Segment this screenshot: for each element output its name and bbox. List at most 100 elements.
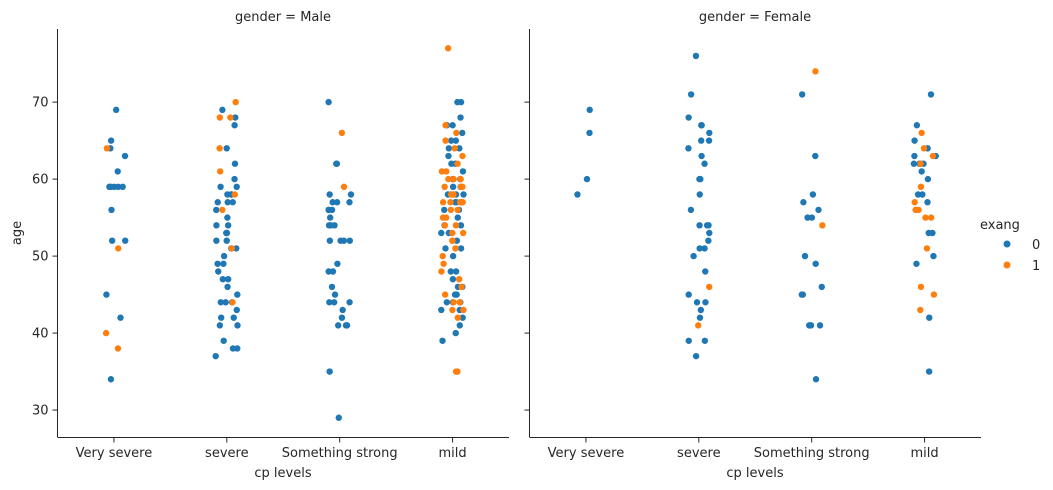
point-female-exang-0	[913, 260, 920, 267]
points-female	[574, 52, 939, 383]
point-male-exang-0	[328, 283, 336, 291]
y-tick-label: 70	[32, 96, 49, 111]
point-female-exang-0	[804, 214, 811, 221]
point-female-exang-0	[812, 260, 819, 267]
point-male-exang-0	[449, 275, 457, 283]
point-female-exang-0	[692, 352, 700, 360]
point-female-exang-0	[696, 314, 704, 321]
point-male-exang-0	[212, 352, 219, 360]
point-female-exang-0	[692, 52, 700, 60]
point-female-exang-0	[698, 122, 705, 129]
point-male-exang-1	[115, 245, 122, 252]
point-female-exang-0	[687, 91, 695, 98]
x-tick-label: mild	[438, 446, 466, 461]
point-male-exang-0	[220, 337, 227, 344]
point-female-exang-0	[696, 175, 703, 183]
point-male-exang-0	[217, 183, 224, 191]
point-male-exang-0	[339, 306, 346, 314]
point-male-exang-0	[229, 199, 236, 206]
point-female-exang-0	[930, 252, 937, 260]
point-male-exang-0	[213, 206, 220, 214]
point-male-exang-0	[460, 191, 467, 198]
point-male-exang-0	[224, 214, 231, 221]
point-male-exang-1	[450, 175, 457, 183]
point-male-exang-0	[459, 314, 466, 321]
point-female-exang-1	[917, 306, 924, 314]
point-male-exang-1	[459, 183, 466, 191]
point-male-exang-1	[441, 222, 449, 229]
point-male-exang-0	[122, 237, 129, 244]
point-male-exang-0	[230, 314, 237, 321]
point-male-exang-1	[460, 306, 467, 314]
point-male-exang-0	[224, 199, 231, 206]
point-female-exang-0	[910, 160, 918, 167]
point-female-exang-0	[690, 252, 697, 260]
point-male-exang-0	[438, 306, 445, 314]
point-female-exang-1	[929, 152, 937, 160]
point-female-exang-0	[800, 199, 807, 206]
point-female-exang-1	[918, 129, 925, 137]
point-male-exang-1	[229, 299, 236, 306]
point-female-exang-1	[922, 214, 929, 221]
point-male-exang-0	[219, 106, 226, 114]
point-male-exang-1	[453, 129, 460, 137]
point-male-exang-0	[325, 98, 332, 106]
x-tick-label: Something strong	[282, 446, 398, 461]
point-male-exang-1	[452, 245, 459, 252]
point-male-exang-1	[450, 299, 457, 306]
point-male-exang-0	[214, 260, 221, 267]
point-male-exang-0	[452, 268, 460, 275]
y-tick-label: 50	[32, 250, 49, 265]
point-female-exang-0	[815, 206, 822, 214]
point-male-exang-0	[442, 245, 449, 252]
point-male-exang-1	[441, 183, 448, 191]
points-male	[102, 45, 467, 421]
point-male-exang-0	[347, 191, 355, 198]
panel-title-female: gender = Female	[699, 10, 811, 25]
point-male-exang-0	[333, 160, 340, 167]
panel-female: gender = Female Very severe severe Somethi…	[524, 10, 981, 481]
point-male-exang-0	[233, 183, 240, 191]
x-axis-label-female: cp levels	[726, 466, 783, 481]
point-male-exang-1	[447, 191, 455, 198]
point-male-exang-0	[447, 268, 454, 275]
point-male-exang-1	[442, 122, 449, 129]
point-male-exang-1	[445, 175, 452, 183]
point-male-exang-0	[331, 291, 339, 298]
point-female-exang-0	[705, 237, 712, 244]
point-male-exang-1	[338, 129, 346, 137]
point-female-exang-0	[913, 122, 921, 129]
point-male-exang-0	[330, 299, 338, 306]
point-male-exang-1	[438, 268, 445, 275]
point-male-exang-0	[329, 268, 337, 275]
point-female-exang-1	[917, 183, 925, 191]
point-male-exang-0	[338, 314, 346, 321]
point-female-exang-0	[919, 191, 926, 198]
point-female-exang-0	[918, 168, 925, 175]
point-male-exang-0	[457, 222, 465, 229]
point-male-exang-0	[326, 368, 333, 375]
point-female-exang-0	[702, 299, 709, 306]
point-male-exang-0	[231, 175, 238, 183]
point-male-exang-0	[213, 222, 220, 229]
point-female-exang-0	[911, 137, 918, 144]
point-female-exang-1	[911, 199, 918, 206]
point-female-exang-0	[702, 268, 709, 275]
point-female-exang-0	[812, 376, 820, 383]
point-male-exang-0	[232, 114, 239, 121]
point-male-exang-1	[102, 329, 110, 337]
point-male-exang-0	[438, 229, 445, 237]
point-female-exang-1	[695, 322, 702, 329]
x-tick-label: Something strong	[754, 446, 870, 461]
point-female-exang-0	[927, 91, 935, 98]
point-female-exang-0	[574, 191, 581, 198]
point-male-exang-1	[228, 245, 236, 252]
point-female-exang-0	[586, 106, 593, 114]
point-male-exang-1	[447, 199, 454, 206]
point-male-exang-0	[223, 237, 230, 244]
point-male-exang-1	[216, 145, 223, 152]
point-male-exang-0	[329, 199, 336, 206]
point-male-exang-0	[454, 214, 461, 221]
point-male-exang-0	[335, 414, 342, 421]
point-female-exang-0	[697, 306, 705, 314]
